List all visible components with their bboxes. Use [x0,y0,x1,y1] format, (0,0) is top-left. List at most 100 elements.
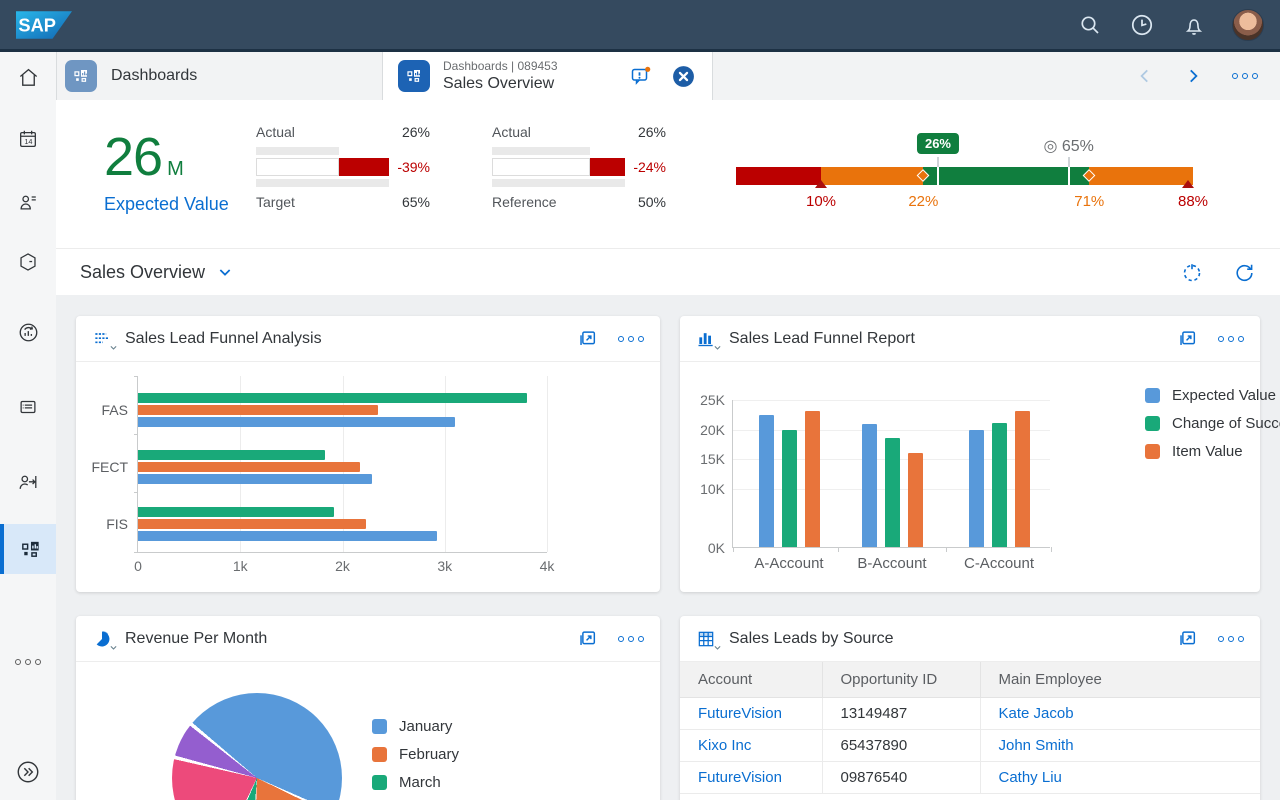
vertical-bar-chart-icon[interactable] [696,329,721,350]
ellipsis-icon [15,659,41,665]
table-icon[interactable] [696,629,721,650]
sidebar-item-leads[interactable] [0,180,56,224]
x-axis-tick: 4k [539,558,555,574]
category-label: A-Account [754,555,824,572]
sidebar-item-calendar[interactable]: 14 [0,117,56,161]
horizontal-bar-chart-icon[interactable] [92,329,117,350]
category-label: FAS [101,402,128,418]
sidebar-item-home[interactable] [0,55,56,99]
kpi-label[interactable]: Expected Value [104,194,229,214]
section-header: Sales Overview [56,248,1280,295]
tile-overflow-icon[interactable] [618,635,644,642]
sidebar-item-visits[interactable] [0,460,56,504]
tab-alert-icon[interactable] [629,64,653,88]
open-in-new-icon[interactable] [1176,628,1198,650]
y-axis-tick: 10K [700,480,725,497]
y-axis-tick: 15K [700,451,725,468]
bar [138,531,437,541]
time-icon[interactable] [1128,11,1156,39]
tab-dashboards[interactable]: Dashboards [57,52,383,100]
column-header[interactable]: Main Employee [980,662,1260,698]
sales-performance-icon [19,323,37,341]
chevron-down-icon[interactable] [217,264,233,280]
home-icon [19,68,37,86]
legend-item[interactable]: March [372,774,459,791]
kpi-panel: 26 M Expected Value Actual 26% -39% Target… [56,100,1280,248]
sales-overview-tile-icon [398,60,430,92]
dashboard-content: Sales Lead Funnel Analysis 0 1k 2k 3k 4k FAS F… [56,295,1280,800]
open-in-new-icon[interactable] [576,328,598,350]
open-in-new-icon[interactable] [1176,328,1198,350]
cell-link[interactable]: Kate Jacob [998,704,1074,722]
sidebar-overflow[interactable] [0,640,56,684]
tile-title: Sales Lead Funnel Analysis [125,329,322,347]
bar [138,474,373,484]
cell-link[interactable]: FutureVision [698,704,782,722]
bar [138,519,367,529]
delta-value: -39% [397,159,430,175]
bullet-tick-label: 22% [908,193,939,210]
sidebar-item-products[interactable] [0,240,56,284]
tile-overflow-icon[interactable] [618,335,644,342]
pie-chart-icon[interactable] [92,629,117,650]
tile-overflow-icon[interactable] [1218,335,1244,342]
revenue-pie-chart: JanuaryFebruaryMarchApril [76,662,660,800]
legend-item[interactable]: Change of Success [1145,415,1280,432]
sidebar: 14 [0,52,56,800]
dashboards-icon [21,541,39,557]
delta-bottom-label: Reference [492,194,557,210]
tile-revenue: Revenue Per Month JanuaryFebruaryMarchAp… [76,616,660,800]
sidebar-item-tickets[interactable] [0,385,56,429]
column-header[interactable]: Opportunity ID [822,662,981,698]
tab-label: Dashboards [111,67,198,84]
bar [138,393,527,403]
search-icon[interactable] [1076,11,1104,39]
cell-link[interactable]: Kixo Inc [698,736,752,754]
cell-link[interactable]: FutureVision [698,768,782,786]
sidebar-item-performance[interactable] [0,310,56,354]
legend-item[interactable]: February [372,746,459,763]
sidebar-item-dashboards[interactable] [0,524,56,574]
pending-refresh-icon[interactable] [1180,260,1204,284]
table-cell: FutureVision [680,761,823,794]
x-axis-tick: 1k [232,558,248,574]
legend-swatch [372,747,387,762]
user-avatar[interactable] [1232,8,1264,41]
sidebar-expand[interactable] [0,750,56,794]
table: Account Opportunity ID Main Employee Future… [680,662,1260,794]
legend-swatch [372,775,387,790]
kpi-unit: M [167,158,184,180]
legend-item[interactable]: Expected Value [1145,387,1280,404]
person-arrow-icon [19,475,37,489]
column-header[interactable]: Account [680,662,823,698]
tile-overflow-icon[interactable] [1218,635,1244,642]
legend-item[interactable]: January [372,718,459,735]
tab-next-icon[interactable] [1184,67,1202,85]
open-in-new-icon[interactable] [576,628,598,650]
table-row: FutureVision 13149487 Kate Jacob [680,697,1260,730]
tile-funnel-report: Sales Lead Funnel Report 25K 20K 15K 10K 0K A… [680,316,1280,592]
tab-prev-icon[interactable] [1136,67,1154,85]
tile-title: Sales Leads by Source [729,629,894,647]
tab-supertitle: Dashboards | 089453 [443,58,558,73]
bell-icon[interactable] [1180,11,1208,39]
category-label: FECT [91,459,128,475]
cell-link[interactable]: John Smith [998,736,1074,754]
legend-swatch [1145,416,1160,431]
pie [172,693,342,800]
tab-close-icon[interactable] [671,64,696,89]
bar [138,417,455,427]
bar [1014,410,1030,547]
cell-link[interactable]: Cathy Liu [998,768,1062,786]
sap-logo: SAP [16,10,72,39]
refresh-icon[interactable] [1232,260,1256,284]
bullet-bar [736,167,1193,185]
leads-table: Account Opportunity ID Main Employee Future… [680,662,1260,794]
bar [138,462,360,472]
legend-item[interactable]: Item Value [1145,443,1280,460]
bar [138,405,379,415]
delta-top-value: 26% [401,124,430,140]
delta-bottom-value: 50% [637,194,666,210]
tabbar-overflow-icon[interactable] [1232,73,1258,79]
tab-sales-overview[interactable]: Dashboards | 089453 Sales Overview [383,52,713,100]
